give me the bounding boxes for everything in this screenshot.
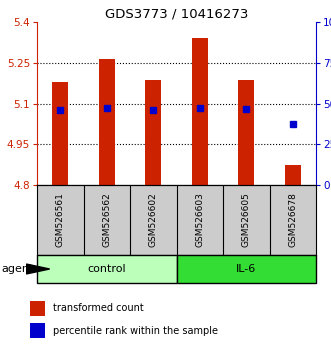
Text: agent: agent	[2, 264, 34, 274]
Bar	[52, 82, 69, 185]
Bar	[99, 59, 115, 185]
Bar	[192, 38, 208, 185]
Title: GDS3773 / 10416273: GDS3773 / 10416273	[105, 8, 248, 21]
Text: transformed count: transformed count	[53, 303, 143, 314]
Bar	[285, 165, 301, 185]
Text: GSM526605: GSM526605	[242, 193, 251, 247]
Text: IL-6: IL-6	[236, 264, 257, 274]
Text: percentile rank within the sample: percentile rank within the sample	[53, 326, 218, 336]
Bar	[145, 80, 162, 185]
Text: GSM526678: GSM526678	[288, 193, 297, 247]
Text: control: control	[87, 264, 126, 274]
Text: GSM526602: GSM526602	[149, 193, 158, 247]
Bar	[37, 255, 176, 283]
Bar	[238, 80, 255, 185]
Polygon shape	[26, 264, 50, 274]
Bar	[176, 255, 316, 283]
Text: GSM526562: GSM526562	[102, 193, 111, 247]
Text: GSM526561: GSM526561	[56, 193, 65, 247]
Bar	[30, 323, 45, 338]
Text: GSM526603: GSM526603	[195, 193, 204, 247]
Bar	[30, 301, 45, 316]
